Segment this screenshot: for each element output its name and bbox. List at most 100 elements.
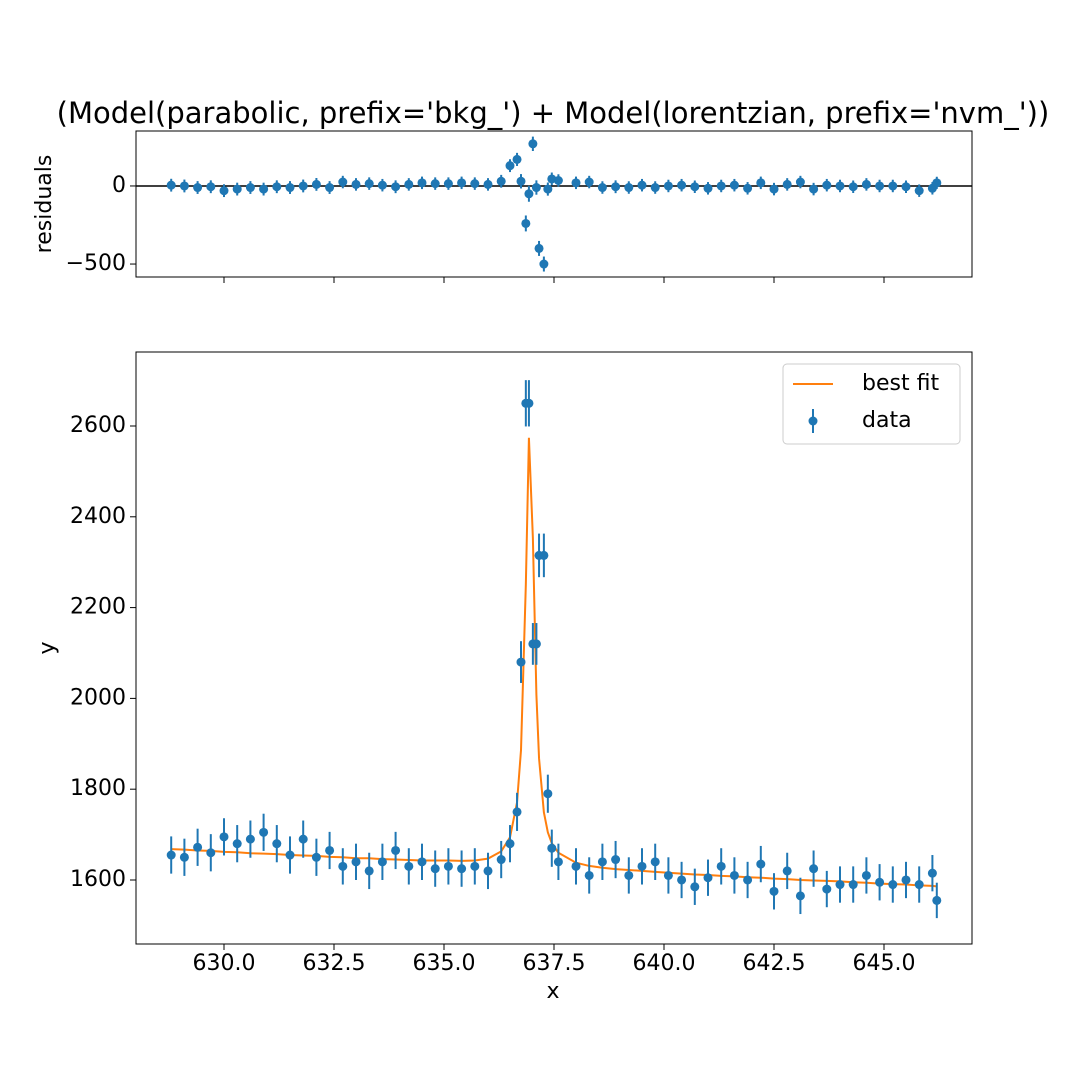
data-point — [611, 182, 621, 192]
data-point — [769, 886, 779, 896]
data-point — [377, 857, 387, 867]
data-point — [914, 880, 924, 890]
data-point — [932, 178, 942, 188]
data-point — [524, 189, 534, 199]
y-tick-label: 1600 — [70, 867, 126, 892]
data-point — [311, 179, 321, 189]
data-point — [496, 855, 506, 865]
data-point — [470, 861, 480, 871]
x-tick-label: 637.5 — [523, 951, 586, 976]
data-point — [782, 866, 792, 876]
data-point — [743, 183, 753, 193]
legend-label: data — [862, 408, 912, 433]
data-point — [901, 875, 911, 885]
data-point — [690, 182, 700, 192]
y-tick-label: 2600 — [70, 413, 126, 438]
data-point — [927, 868, 937, 878]
data-point — [553, 175, 563, 185]
data-point — [245, 834, 255, 844]
data-point — [417, 857, 427, 867]
data-point — [457, 864, 467, 874]
data-point — [716, 861, 726, 871]
x-tick-label: 632.5 — [303, 951, 366, 976]
data-point — [521, 218, 531, 228]
y-axis-label: y — [35, 641, 60, 654]
data-point — [795, 891, 805, 901]
data-point — [743, 875, 753, 885]
data-point — [285, 850, 295, 860]
data-point — [259, 827, 269, 837]
y-tick-label: 2400 — [70, 504, 126, 529]
data-point — [901, 182, 911, 192]
data-point — [663, 870, 673, 880]
y-axis-label: residuals — [32, 155, 57, 254]
data-point — [272, 839, 282, 849]
data-point — [888, 181, 898, 191]
y-tick-label: 0 — [112, 173, 126, 198]
data-point — [534, 243, 544, 253]
data-point — [505, 161, 515, 171]
data-point — [219, 832, 229, 842]
plot-area — [166, 380, 942, 919]
data-point — [512, 154, 522, 164]
y-tick-label: 2200 — [70, 595, 126, 620]
data-point — [298, 834, 308, 844]
data-point — [650, 183, 660, 193]
data-point — [516, 657, 526, 667]
data-point — [571, 861, 581, 871]
data-point — [729, 870, 739, 880]
data-point — [166, 180, 176, 190]
data-point — [932, 895, 942, 905]
data-point — [539, 550, 549, 560]
data-point — [166, 850, 176, 860]
data-point — [206, 182, 216, 192]
data-point — [637, 861, 647, 871]
data-point — [351, 857, 361, 867]
x-tick-label: 642.5 — [743, 951, 806, 976]
data-point — [232, 839, 242, 849]
x-axis-label: x — [546, 979, 559, 1004]
data-point — [690, 882, 700, 892]
data-point — [756, 859, 766, 869]
data-point — [430, 179, 440, 189]
data-point — [404, 861, 414, 871]
data-point — [543, 789, 553, 799]
data-point — [298, 181, 308, 191]
x-tick-label: 640.0 — [633, 951, 696, 976]
data-point — [861, 870, 871, 880]
data-point — [822, 180, 832, 190]
data-point — [795, 177, 805, 187]
data-point — [259, 184, 269, 194]
data-point — [822, 884, 832, 894]
data-point — [325, 845, 335, 855]
data-point — [611, 855, 621, 865]
data-point — [650, 857, 660, 867]
data-point — [179, 852, 189, 862]
data-point — [571, 178, 581, 188]
axes-frame — [135, 351, 973, 945]
data-point — [888, 880, 898, 890]
data-point — [496, 176, 506, 186]
y-tick-label: −500 — [66, 251, 126, 276]
legend-marker — [808, 416, 818, 426]
data-point — [193, 183, 203, 193]
data-point — [193, 842, 203, 852]
data-point — [547, 843, 557, 853]
data-point — [597, 857, 607, 867]
data-point — [219, 186, 229, 196]
data-point — [179, 181, 189, 191]
plot-area — [136, 136, 972, 272]
axes-frame — [135, 130, 973, 278]
data-point — [703, 873, 713, 883]
data-point — [531, 183, 541, 193]
data-point — [543, 184, 553, 194]
data-point — [377, 180, 387, 190]
data-point — [232, 184, 242, 194]
data-point — [637, 180, 647, 190]
data-point — [417, 178, 427, 188]
data-point — [311, 852, 321, 862]
data-point — [391, 845, 401, 855]
data-point — [539, 259, 549, 269]
x-tick-label: 630.0 — [193, 951, 256, 976]
data-point — [512, 807, 522, 817]
